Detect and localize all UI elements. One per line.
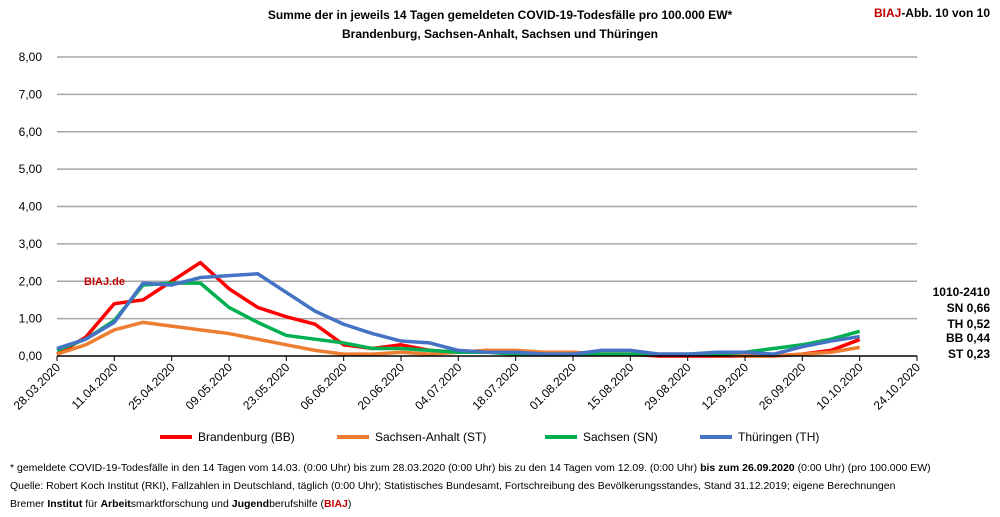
chart-title: Summe der in jeweils 14 Tagen gemeldeten… [267, 8, 733, 22]
footnote: * gemeldete COVID-19-Todesfälle in den 1… [10, 462, 931, 474]
abb-rest: -Abb. 10 von 10 [901, 6, 990, 20]
annotation-period: 1010-2410 [932, 285, 990, 299]
x-tick-label: 28.03.2020 [11, 360, 64, 413]
abb-brand: BIAJ [873, 6, 902, 20]
series-line-3 [56, 272, 860, 356]
legend-label: Thüringen (TH) [738, 430, 819, 444]
figure-number: BIAJ-Abb. 10 von 10 [874, 6, 990, 20]
legend-label: Sachsen-Anhalt (ST) [375, 430, 486, 444]
x-tick-label: 24.10.2020 [871, 360, 924, 413]
x-tick-label: 06.06.2020 [297, 360, 350, 413]
x-tick-label: 25.04.2020 [125, 360, 178, 413]
x-tick-label: 11.04.2020 [69, 360, 121, 412]
publisher-line: Bremer Institut für Arbeitsmarktforschun… [10, 498, 351, 510]
pub-7: BIAJ [323, 498, 348, 510]
y-tick-label: 8,00 [19, 50, 43, 64]
pub-5: Jugend [231, 498, 270, 510]
footnote-b: bis zum 26.09.2020 [700, 462, 795, 474]
x-tick-label: 10.10.2020 [813, 360, 866, 413]
x-tick-label: 20.06.2020 [355, 360, 408, 413]
y-tick-label: 5,00 [19, 162, 43, 176]
series-line-0 [56, 260, 861, 358]
y-tick-label: 2,00 [19, 274, 43, 288]
y-tick-label: 7,00 [19, 87, 43, 101]
footnote-c: (0:00 Uhr) (pro 100.000 EW) [794, 462, 931, 474]
pub-3: Arbeit [100, 498, 131, 510]
pub-2: für [82, 498, 101, 510]
legend-label: Sachsen (SN) [583, 430, 658, 444]
x-tick-label: 04.07.2020 [412, 360, 465, 413]
x-tick-label: 15.08.2020 [584, 360, 637, 413]
y-tick-label: 6,00 [19, 125, 43, 139]
x-tick-label: 18.07.2020 [469, 360, 522, 413]
annotation-bb: BB 0,44 [945, 331, 990, 345]
annotation-th: TH 0,52 [947, 317, 990, 331]
y-tick-label: 4,00 [19, 200, 43, 214]
pub-6: berufshilfe ( [269, 498, 324, 510]
x-tick-label: 09.05.2020 [183, 360, 236, 413]
pub-8: ) [347, 498, 352, 510]
legend-label: Brandenburg (BB) [198, 430, 295, 444]
chart-subtitle: Brandenburg, Sachsen-Anhalt, Sachsen und… [341, 27, 659, 41]
y-tick-label: 3,00 [19, 237, 43, 251]
annotation-sn: SN 0,66 [946, 301, 990, 315]
x-tick-label: 26.09.2020 [756, 360, 809, 413]
x-tick-label: 12.09.2020 [699, 360, 752, 413]
pub-1: Institut [47, 498, 83, 510]
pub-0: Bremer [10, 498, 48, 510]
pub-4: smarktforschung und [130, 498, 232, 510]
y-tick-label: 0,00 [19, 349, 43, 363]
annotation-st: ST 0,23 [947, 347, 990, 361]
x-tick-label: 23.05.2020 [240, 360, 293, 413]
x-tick-label: 29.08.2020 [641, 360, 694, 413]
footnote-a: * gemeldete COVID-19-Todesfälle in den 1… [10, 462, 701, 474]
x-tick-label: 01.08.2020 [527, 360, 580, 413]
source-line: Quelle: Robert Koch Institut (RKI), Fall… [10, 480, 896, 492]
watermark: BIAJ.de [84, 276, 125, 288]
y-tick-label: 1,00 [19, 312, 43, 326]
